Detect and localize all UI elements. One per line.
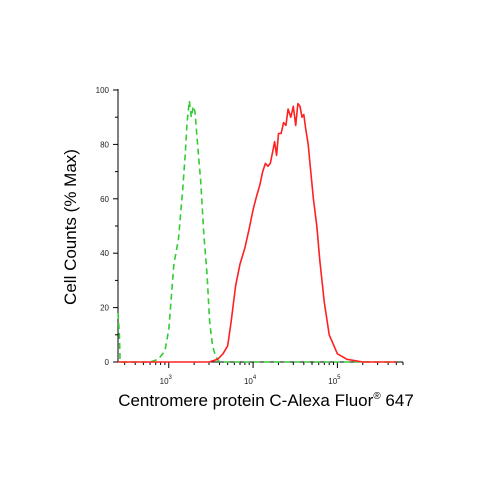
x-tick-label: 104 xyxy=(244,375,257,386)
x-tick-label: 105 xyxy=(328,375,341,386)
y-tick-label: 0 xyxy=(105,358,110,367)
series-line-green-dashed xyxy=(117,100,397,363)
x-axis-ticks: 103 104 105 xyxy=(124,362,404,386)
y-tick-label: 40 xyxy=(100,249,109,258)
y-tick-label: 100 xyxy=(96,86,110,95)
y-axis-ticks: 0 20 40 60 80 100 xyxy=(96,86,118,367)
x-axis-label-registered: ® xyxy=(373,391,381,402)
x-tick-label: 103 xyxy=(160,375,173,386)
y-tick-label: 20 xyxy=(100,304,109,313)
axes xyxy=(117,89,403,363)
x-axis-label: Centromere protein C-Alexa Fluor® 647 xyxy=(118,391,414,410)
y-tick-label: 60 xyxy=(100,195,109,204)
y-tick-label: 80 xyxy=(100,140,109,149)
series-lines xyxy=(117,100,397,363)
x-axis-label-suffix: 647 xyxy=(381,391,414,410)
series-line-red xyxy=(118,102,397,363)
x-axis-label-main: Centromere protein C-Alexa Fluor xyxy=(118,391,373,410)
y-axis-label: Cell Counts (% Max) xyxy=(61,149,80,305)
